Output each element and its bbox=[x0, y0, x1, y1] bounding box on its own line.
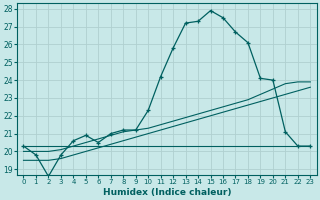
X-axis label: Humidex (Indice chaleur): Humidex (Indice chaleur) bbox=[103, 188, 231, 197]
